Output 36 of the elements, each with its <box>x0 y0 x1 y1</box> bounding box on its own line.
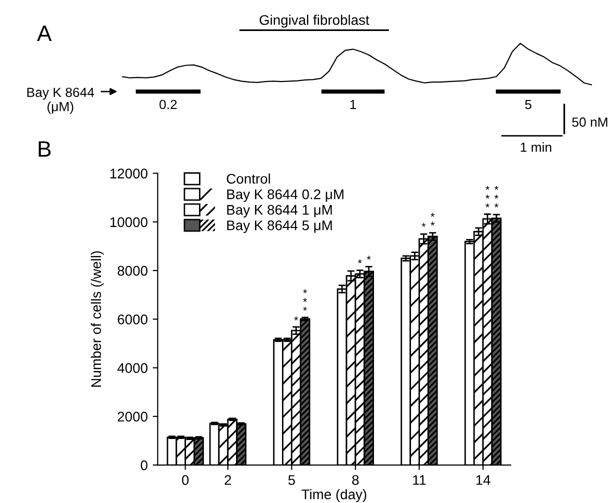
annotation: * <box>294 316 298 320</box>
annotation: * * * <box>494 186 498 208</box>
y-tick-label: 8000 <box>118 266 148 276</box>
annotation: * <box>366 256 371 260</box>
x-tick-label: 14 <box>476 475 490 485</box>
text: 1 <box>350 100 356 110</box>
y-axis-title: Number of cells (/well) <box>90 251 104 387</box>
annotation: * * * <box>303 289 308 311</box>
annotation: * * * <box>486 186 490 208</box>
text: A <box>37 26 52 41</box>
text: 1 min <box>520 142 552 152</box>
legend-label: Bay K 8644 0.2 μM <box>227 189 344 202</box>
legend-label: Control <box>226 173 270 184</box>
y-tick-label: 12000 <box>110 168 148 178</box>
annotation: * <box>358 259 362 264</box>
annotation: * <box>422 222 426 227</box>
y-tick-label: 10000 <box>110 217 148 228</box>
legend-label: Bay K 8644 5 μM <box>227 220 332 234</box>
x-tick-label: 5 <box>288 475 295 485</box>
x-axis-title: Time (day) <box>302 489 366 502</box>
y-tick-label: 4000 <box>117 363 148 373</box>
x-tick-label: 0 <box>182 475 189 485</box>
legend-label: Bay K 8644 1 μM <box>227 204 332 218</box>
text: 50 nM <box>572 117 608 127</box>
x-tick-label: 2 <box>224 475 232 485</box>
text: B <box>38 141 51 157</box>
text: 5 <box>525 100 532 110</box>
y-tick-label: 0 <box>140 460 148 470</box>
x-tick-label: 8 <box>352 475 359 485</box>
annotation: * * <box>430 212 435 226</box>
x-tick-label: 11 <box>413 475 426 485</box>
text: Bay K 8644 (μM) <box>27 88 94 114</box>
chart-title: Gingival fibroblast <box>260 14 370 28</box>
text: 0.2 <box>160 100 177 110</box>
y-tick-label: 2000 <box>118 412 148 422</box>
y-tick-label: 6000 <box>118 314 148 324</box>
